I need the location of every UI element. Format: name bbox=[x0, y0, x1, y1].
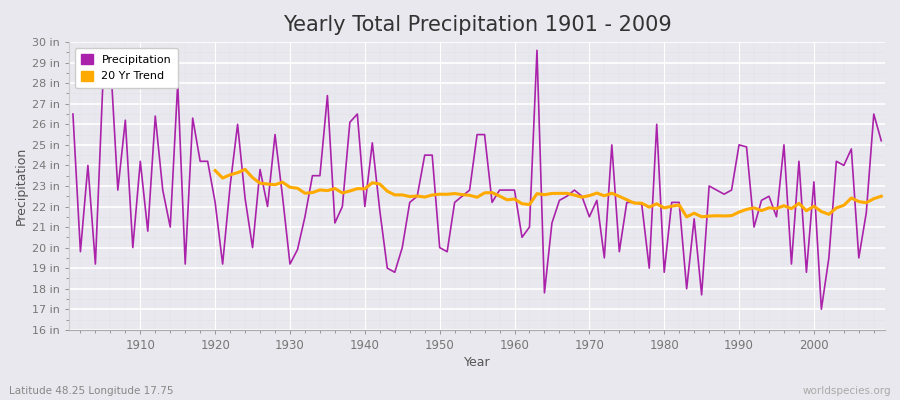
Title: Yearly Total Precipitation 1901 - 2009: Yearly Total Precipitation 1901 - 2009 bbox=[283, 15, 671, 35]
Text: Latitude 48.25 Longitude 17.75: Latitude 48.25 Longitude 17.75 bbox=[9, 386, 174, 396]
Text: worldspecies.org: worldspecies.org bbox=[803, 386, 891, 396]
Y-axis label: Precipitation: Precipitation bbox=[15, 147, 28, 225]
Legend: Precipitation, 20 Yr Trend: Precipitation, 20 Yr Trend bbox=[75, 48, 178, 88]
X-axis label: Year: Year bbox=[464, 356, 490, 369]
